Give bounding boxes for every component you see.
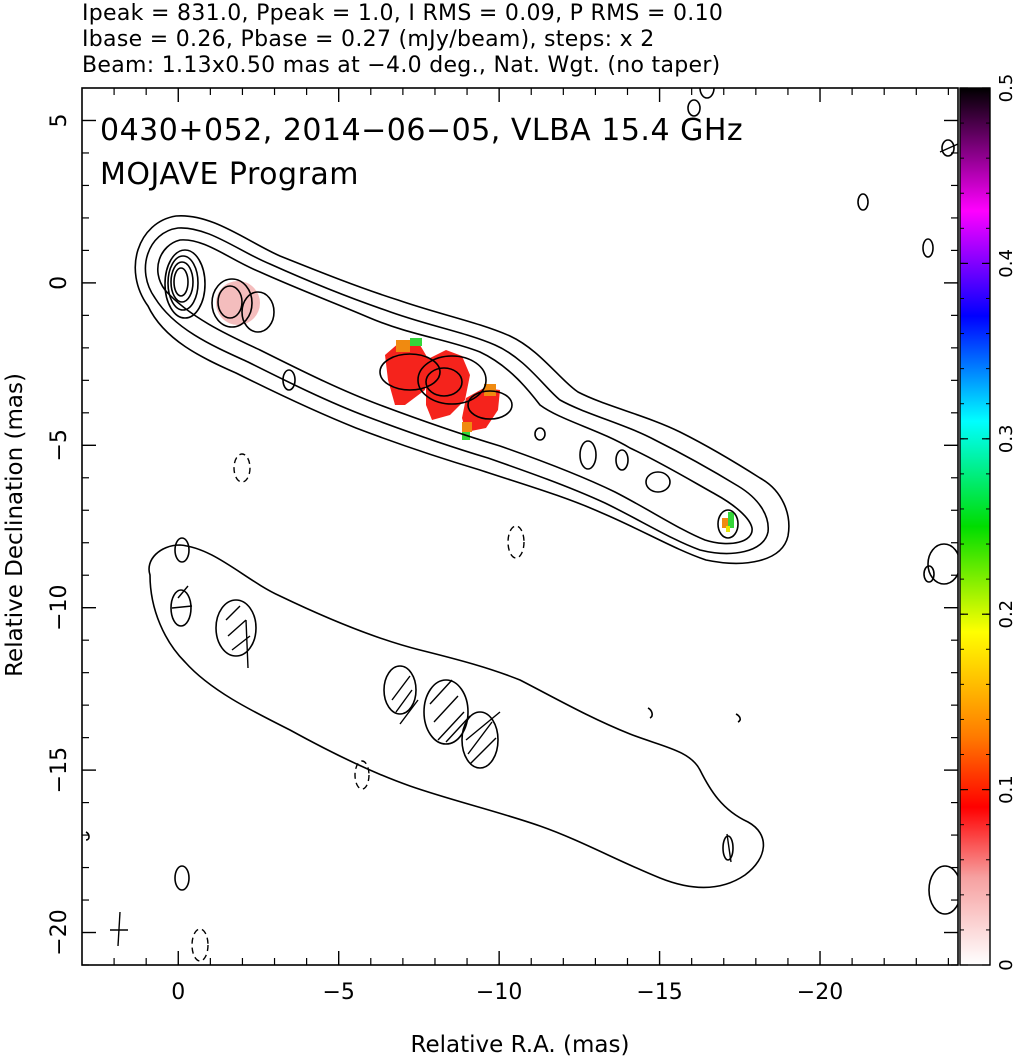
pol-feature-core [216,281,260,325]
x-tick-label: 0 [171,980,185,1005]
colorbar-tick-label: 0.2 [996,600,1017,629]
y-axis: 5 0 −5 −10 −15 −20 [47,113,958,966]
pol-feature-tail-green [728,512,734,528]
noise-contours [85,88,958,962]
x-tick-label: −5 [322,980,354,1005]
x-tick-label: −10 [476,980,522,1005]
pol-feature-edge-orange-b [484,384,496,396]
source-label: 0430+052, 2014−06−05, VLBA 15.4 GHz [100,113,743,148]
plot-area [85,88,958,962]
polarization-color-map [216,281,734,532]
colorbar-tick-label: 0 [996,959,1017,970]
pol-feature-knot-b [426,350,470,420]
x-tick-label: −15 [636,980,682,1005]
colorbar-axis: 0 0.1 0.2 0.3 0.4 0.5 [960,74,1017,971]
header-line-3: Beam: 1.13x0.50 mas at −4.0 deg., Nat. W… [82,53,721,78]
plot-frame [81,87,959,966]
intensity-contours-jet [134,215,790,565]
pol-feature-edge-green-a [410,338,422,346]
colorbar-tick-label: 0.5 [996,74,1017,103]
x-tick-label: −20 [797,980,843,1005]
intensity-contours-core [164,249,275,333]
program-label: MOJAVE Program [100,157,359,192]
colorbar-tick-label: 0.3 [996,424,1017,453]
pol-feature-tail-orange [722,518,730,528]
pol-feature-edge-orange-c [462,422,472,432]
y-tick-label: −5 [47,429,72,461]
y-axis-label: Relative Declination (mas) [2,373,28,677]
colorbar [959,87,991,966]
y-tick-label: −10 [47,584,72,630]
y-tick-label: 5 [47,113,72,127]
evpa-vectors [110,143,958,947]
pol-feature-tail-yellow [726,526,730,532]
y-tick-label: −15 [47,747,72,793]
y-tick-label: −20 [47,909,72,955]
x-axis: 0 −5 −10 −15 −20 [113,88,949,1005]
pol-feature-edge-orange-a [396,340,410,352]
polarized-intensity-contours [148,544,765,889]
header-line-2: Ibase = 0.26, Pbase = 0.27 (mJy/beam), s… [82,27,655,52]
x-axis-label: Relative R.A. (mas) [411,1032,630,1058]
colorbar-tick-label: 0.1 [996,775,1017,804]
header-line-1: Ipeak = 831.0, Ppeak = 1.0, I RMS = 0.09… [82,1,723,26]
colorbar-tick-label: 0.4 [996,249,1017,278]
y-tick-label: 0 [47,276,72,290]
